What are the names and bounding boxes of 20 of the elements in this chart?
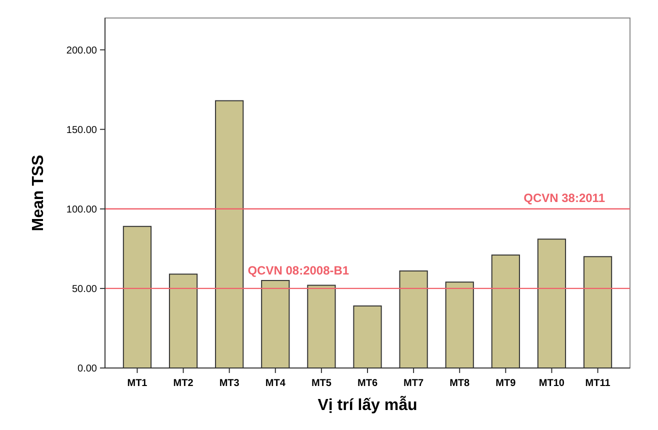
x-tick-label: MT2 bbox=[173, 378, 194, 389]
x-tick-label: MT1 bbox=[127, 378, 148, 389]
y-tick-label: 200.00 bbox=[66, 45, 98, 56]
x-tick-label: MT3 bbox=[219, 378, 240, 389]
y-axis-title: Mean TSS bbox=[30, 154, 47, 232]
annotation: QCVN 08:2008-B1 bbox=[248, 263, 350, 278]
y-tick-label: 100.00 bbox=[66, 204, 98, 216]
y-tick-label: 0.00 bbox=[78, 364, 98, 374]
x-tick-label: MT10 bbox=[538, 378, 565, 389]
x-tick-label: MT5 bbox=[311, 378, 332, 389]
x-tick-label: MT6 bbox=[358, 378, 378, 389]
x-tick-label: MT11 bbox=[585, 378, 611, 389]
y-tick-label: 150.00 bbox=[66, 124, 98, 136]
x-tick-label: MT7 bbox=[404, 378, 424, 389]
annotation: QCVN 38:2011 bbox=[524, 190, 606, 205]
x-axis-title: Vị trí lấy mẫu bbox=[318, 395, 418, 414]
x-tick-label: MT8 bbox=[450, 378, 470, 389]
y-tick-label: 50.00 bbox=[72, 284, 98, 295]
x-tick-label: MT4 bbox=[265, 378, 286, 389]
x-tick-label: MT9 bbox=[496, 378, 516, 389]
